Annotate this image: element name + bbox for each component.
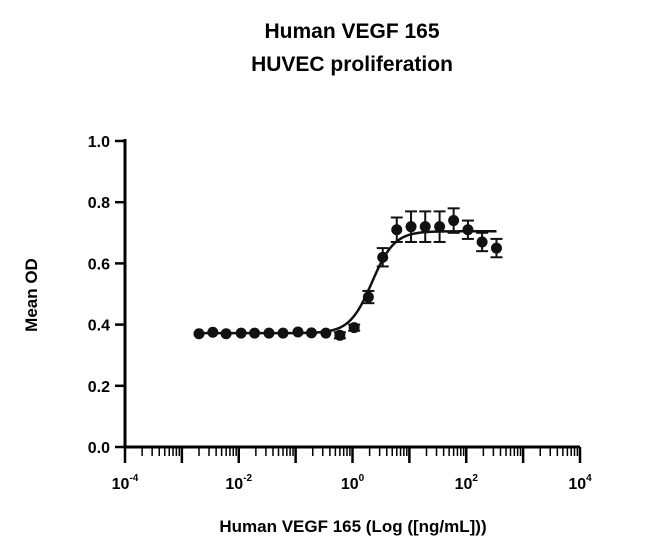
x-tick-label: 102 (455, 473, 479, 493)
data-point (405, 221, 417, 233)
data-point (292, 326, 304, 338)
y-tick-label: 0.6 (88, 256, 110, 273)
plot-area: 0.0 0.2 0.4 0.6 0.8 1.0 10-4 10-2 100 102 104 (88, 134, 592, 493)
y-tick-label: 1.0 (88, 134, 110, 151)
data-point (207, 326, 219, 338)
y-axis-label: Mean OD (22, 258, 41, 332)
data-point (277, 327, 289, 339)
data-point (334, 329, 346, 341)
chart-subtitle: HUVEC proliferation (251, 53, 453, 76)
y-tick-label: 0.2 (88, 379, 110, 396)
data-point (434, 221, 446, 233)
data-point (377, 251, 389, 263)
data-point (448, 215, 460, 227)
data-point (249, 327, 261, 339)
y-tick-label: 0.0 (88, 440, 110, 457)
x-axis-label: Human VEGF 165 (Log ([ng/mL])) (219, 517, 486, 536)
data-point (320, 327, 332, 339)
y-tick-label: 0.8 (88, 195, 110, 212)
data-point (462, 224, 474, 236)
x-tick-label: 104 (568, 473, 592, 493)
data-point (362, 291, 374, 303)
fit-curve (199, 230, 497, 335)
data-point (263, 327, 275, 339)
data-point (490, 242, 502, 254)
data-point (476, 236, 488, 248)
data-point (220, 328, 232, 340)
x-tick-label: 100 (341, 473, 365, 493)
x-tick-label: 10-2 (225, 473, 252, 493)
x-tick-label: 10-4 (112, 473, 139, 493)
data-point (305, 327, 317, 339)
data-point (419, 221, 431, 233)
y-tick-label: 0.4 (88, 318, 110, 335)
data-point (391, 224, 403, 236)
data-point (348, 322, 360, 334)
data-point (235, 327, 247, 339)
chart-title: Human VEGF 165 (264, 20, 439, 43)
data-point (193, 328, 205, 340)
